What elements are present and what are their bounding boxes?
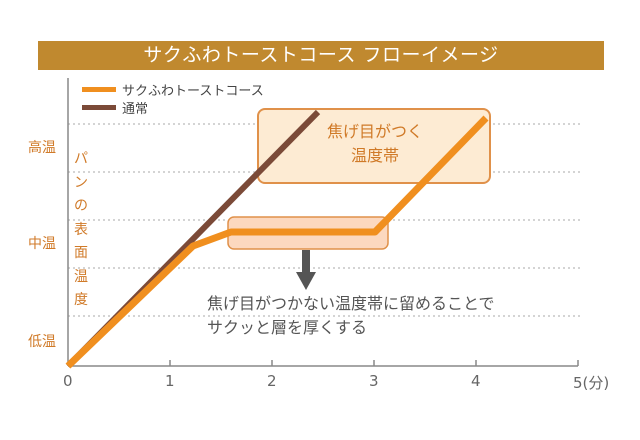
x-tick-2: 2 — [267, 372, 277, 390]
y-label-mid: 中温 — [28, 236, 56, 252]
x-tick-1: 1 — [165, 372, 175, 390]
arrow-down-icon — [296, 272, 316, 290]
legend-swatch — [82, 86, 116, 92]
legend: サクふわトーストコース 通常 — [82, 80, 264, 117]
y-label-high: 高温 — [28, 140, 56, 156]
x-tick-4: 4 — [471, 372, 481, 390]
legend-label: サクふわトーストコース — [122, 83, 264, 99]
legend-item-toast: サクふわトーストコース — [82, 80, 264, 99]
note-text: 焦げ目がつかない温度帯に留めることで サクッと層を厚くする — [207, 294, 495, 337]
legend-item-normal: 通常 — [82, 98, 264, 117]
y-label-low: 低温 — [28, 334, 56, 350]
legend-label: 通常 — [122, 101, 149, 117]
x-tick-5: 5(分) — [573, 374, 610, 392]
browning-zone-box — [257, 108, 491, 184]
x-tick-0: 0 — [63, 372, 73, 390]
series-toast-course-line — [65, 115, 489, 369]
x-tick-3: 3 — [369, 372, 379, 390]
y-axis-title: パンの表面温度 — [74, 151, 88, 308]
legend-swatch — [82, 104, 116, 110]
browning-zone-label: 焦げ目がつく 温度帯 — [326, 122, 423, 165]
chart-title: サクふわトーストコース フローイメージ — [38, 41, 604, 70]
